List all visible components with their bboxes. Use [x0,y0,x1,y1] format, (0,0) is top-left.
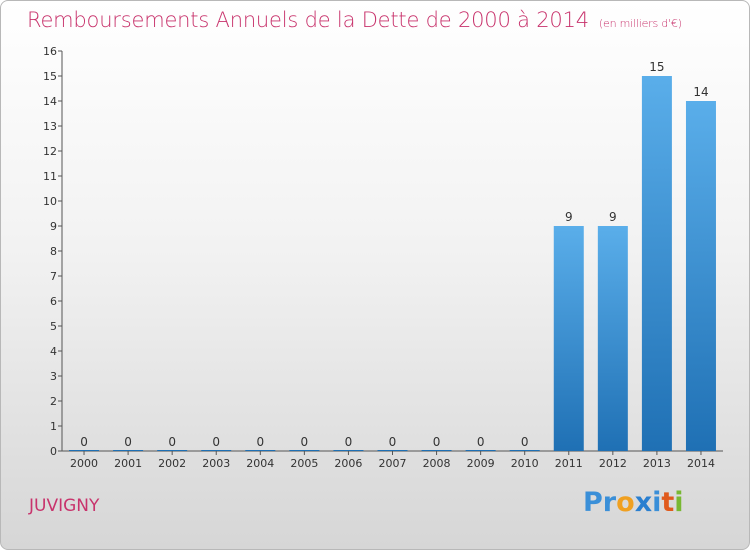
y-tick-label: 12 [43,145,57,158]
bar-value-label: 0 [124,435,132,449]
unit-note: (en milliers d'€) [598,17,682,30]
y-tick-label: 3 [50,370,57,383]
bar [289,450,320,451]
bar [113,450,144,451]
bar-value-label: 0 [80,435,88,449]
bar-value-label: 0 [256,435,264,449]
logo-letter: t [661,487,675,518]
y-tick-label: 6 [50,295,57,308]
y-tick-label: 5 [50,320,57,333]
chart-title: Remboursements Annuels de la Dette de 20… [27,8,682,32]
y-tick-label: 7 [50,270,57,283]
bar [553,226,584,451]
bar-value-label: 0 [389,435,397,449]
y-tick-label: 11 [43,170,57,183]
y-tick-label: 14 [43,95,57,108]
proxiti-logo: Proxiti [583,487,684,518]
logo-letter: o [616,487,635,518]
x-tick-label: 2003 [202,457,230,470]
bar [245,450,276,451]
x-tick-label: 2002 [158,457,186,470]
y-tick-label: 13 [43,120,57,133]
bar [465,450,496,451]
bar [509,450,540,451]
bar-value-label: 0 [433,435,441,449]
bar-value-label: 9 [609,210,617,224]
chart-title-text: Remboursements Annuels de la Dette de 20… [27,8,589,32]
logo-letter: x [634,487,653,518]
x-tick-label: 2009 [467,457,495,470]
x-tick-label: 2008 [423,457,451,470]
x-tick-label: 2014 [687,457,715,470]
x-tick-label: 2001 [114,457,142,470]
bar-value-label: 0 [521,435,529,449]
bar [377,450,408,451]
x-tick-label: 2004 [246,457,274,470]
x-tick-label: 2010 [511,457,539,470]
x-tick-label: 2006 [334,457,362,470]
y-tick-label: 10 [43,195,57,208]
bar [421,450,452,451]
bar [157,450,188,451]
y-tick-label: 2 [50,395,57,408]
y-tick-label: 0 [50,445,57,458]
bar-value-label: 0 [212,435,220,449]
bar [69,450,100,451]
x-tick-label: 2005 [290,457,318,470]
bar-value-label: 0 [168,435,176,449]
bar [597,226,628,451]
logo-letter: i [674,487,684,518]
bar-value-label: 15 [649,60,664,74]
y-tick-label: 9 [50,220,57,233]
bar-value-label: 0 [301,435,309,449]
y-tick-label: 4 [50,345,57,358]
y-tick-label: 8 [50,245,57,258]
bar [333,450,364,451]
bar [201,450,232,451]
bar [685,101,716,451]
logo-letter: r [602,487,617,518]
town-name: JUVIGNY [29,496,100,516]
y-tick-label: 1 [50,420,57,433]
y-tick-label: 16 [43,45,57,58]
x-tick-label: 2012 [599,457,627,470]
logo-letter: P [583,487,603,518]
x-tick-label: 2007 [379,457,407,470]
logo-letter: i [652,487,662,518]
bar-value-label: 0 [477,435,485,449]
bar-value-label: 14 [693,85,708,99]
bar [641,76,672,451]
x-tick-label: 2011 [555,457,583,470]
bar-value-label: 0 [345,435,353,449]
x-tick-label: 2013 [643,457,671,470]
bar-value-label: 9 [565,210,573,224]
x-tick-label: 2000 [70,457,98,470]
y-tick-label: 15 [43,70,57,83]
